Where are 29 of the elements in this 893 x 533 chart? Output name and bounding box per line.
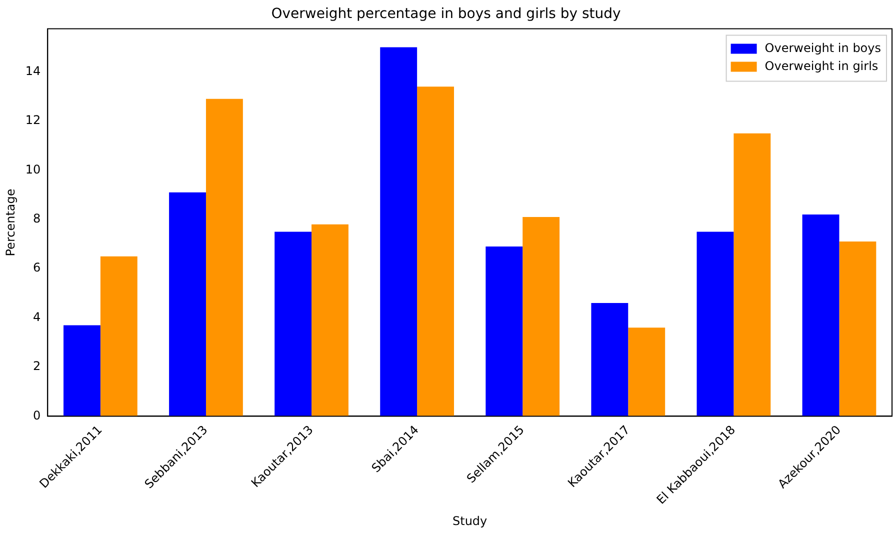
y-tick-label: 10 xyxy=(25,162,41,176)
bar xyxy=(522,216,560,416)
y-tick-label: 12 xyxy=(25,113,41,128)
bar xyxy=(312,224,348,416)
bar xyxy=(839,242,876,416)
bar xyxy=(628,328,666,416)
bar xyxy=(206,98,243,416)
bar xyxy=(591,303,628,416)
bar xyxy=(169,192,206,416)
x-axis-title: Study xyxy=(452,514,488,528)
bar xyxy=(274,232,312,416)
bar xyxy=(802,214,840,416)
y-tick-label: 0 xyxy=(33,408,41,422)
bar xyxy=(486,246,523,416)
bar xyxy=(734,133,771,416)
bar xyxy=(100,256,138,416)
bar xyxy=(380,47,418,416)
y-axis-title: Percentage xyxy=(3,188,18,256)
legend-label: Overweight in boys xyxy=(764,40,881,55)
bar xyxy=(64,325,100,416)
y-tick-label: 6 xyxy=(33,260,41,275)
y-tick-label: 8 xyxy=(33,212,41,226)
chart-title: Overweight percentage in boys and girls by study xyxy=(271,6,621,22)
bar xyxy=(696,232,734,416)
y-tick-label: 14 xyxy=(25,64,41,78)
y-tick-label: 2 xyxy=(33,359,41,374)
y-tick-label: 4 xyxy=(33,310,41,324)
bar xyxy=(417,86,454,416)
legend-label: Overweight in girls xyxy=(764,58,878,73)
